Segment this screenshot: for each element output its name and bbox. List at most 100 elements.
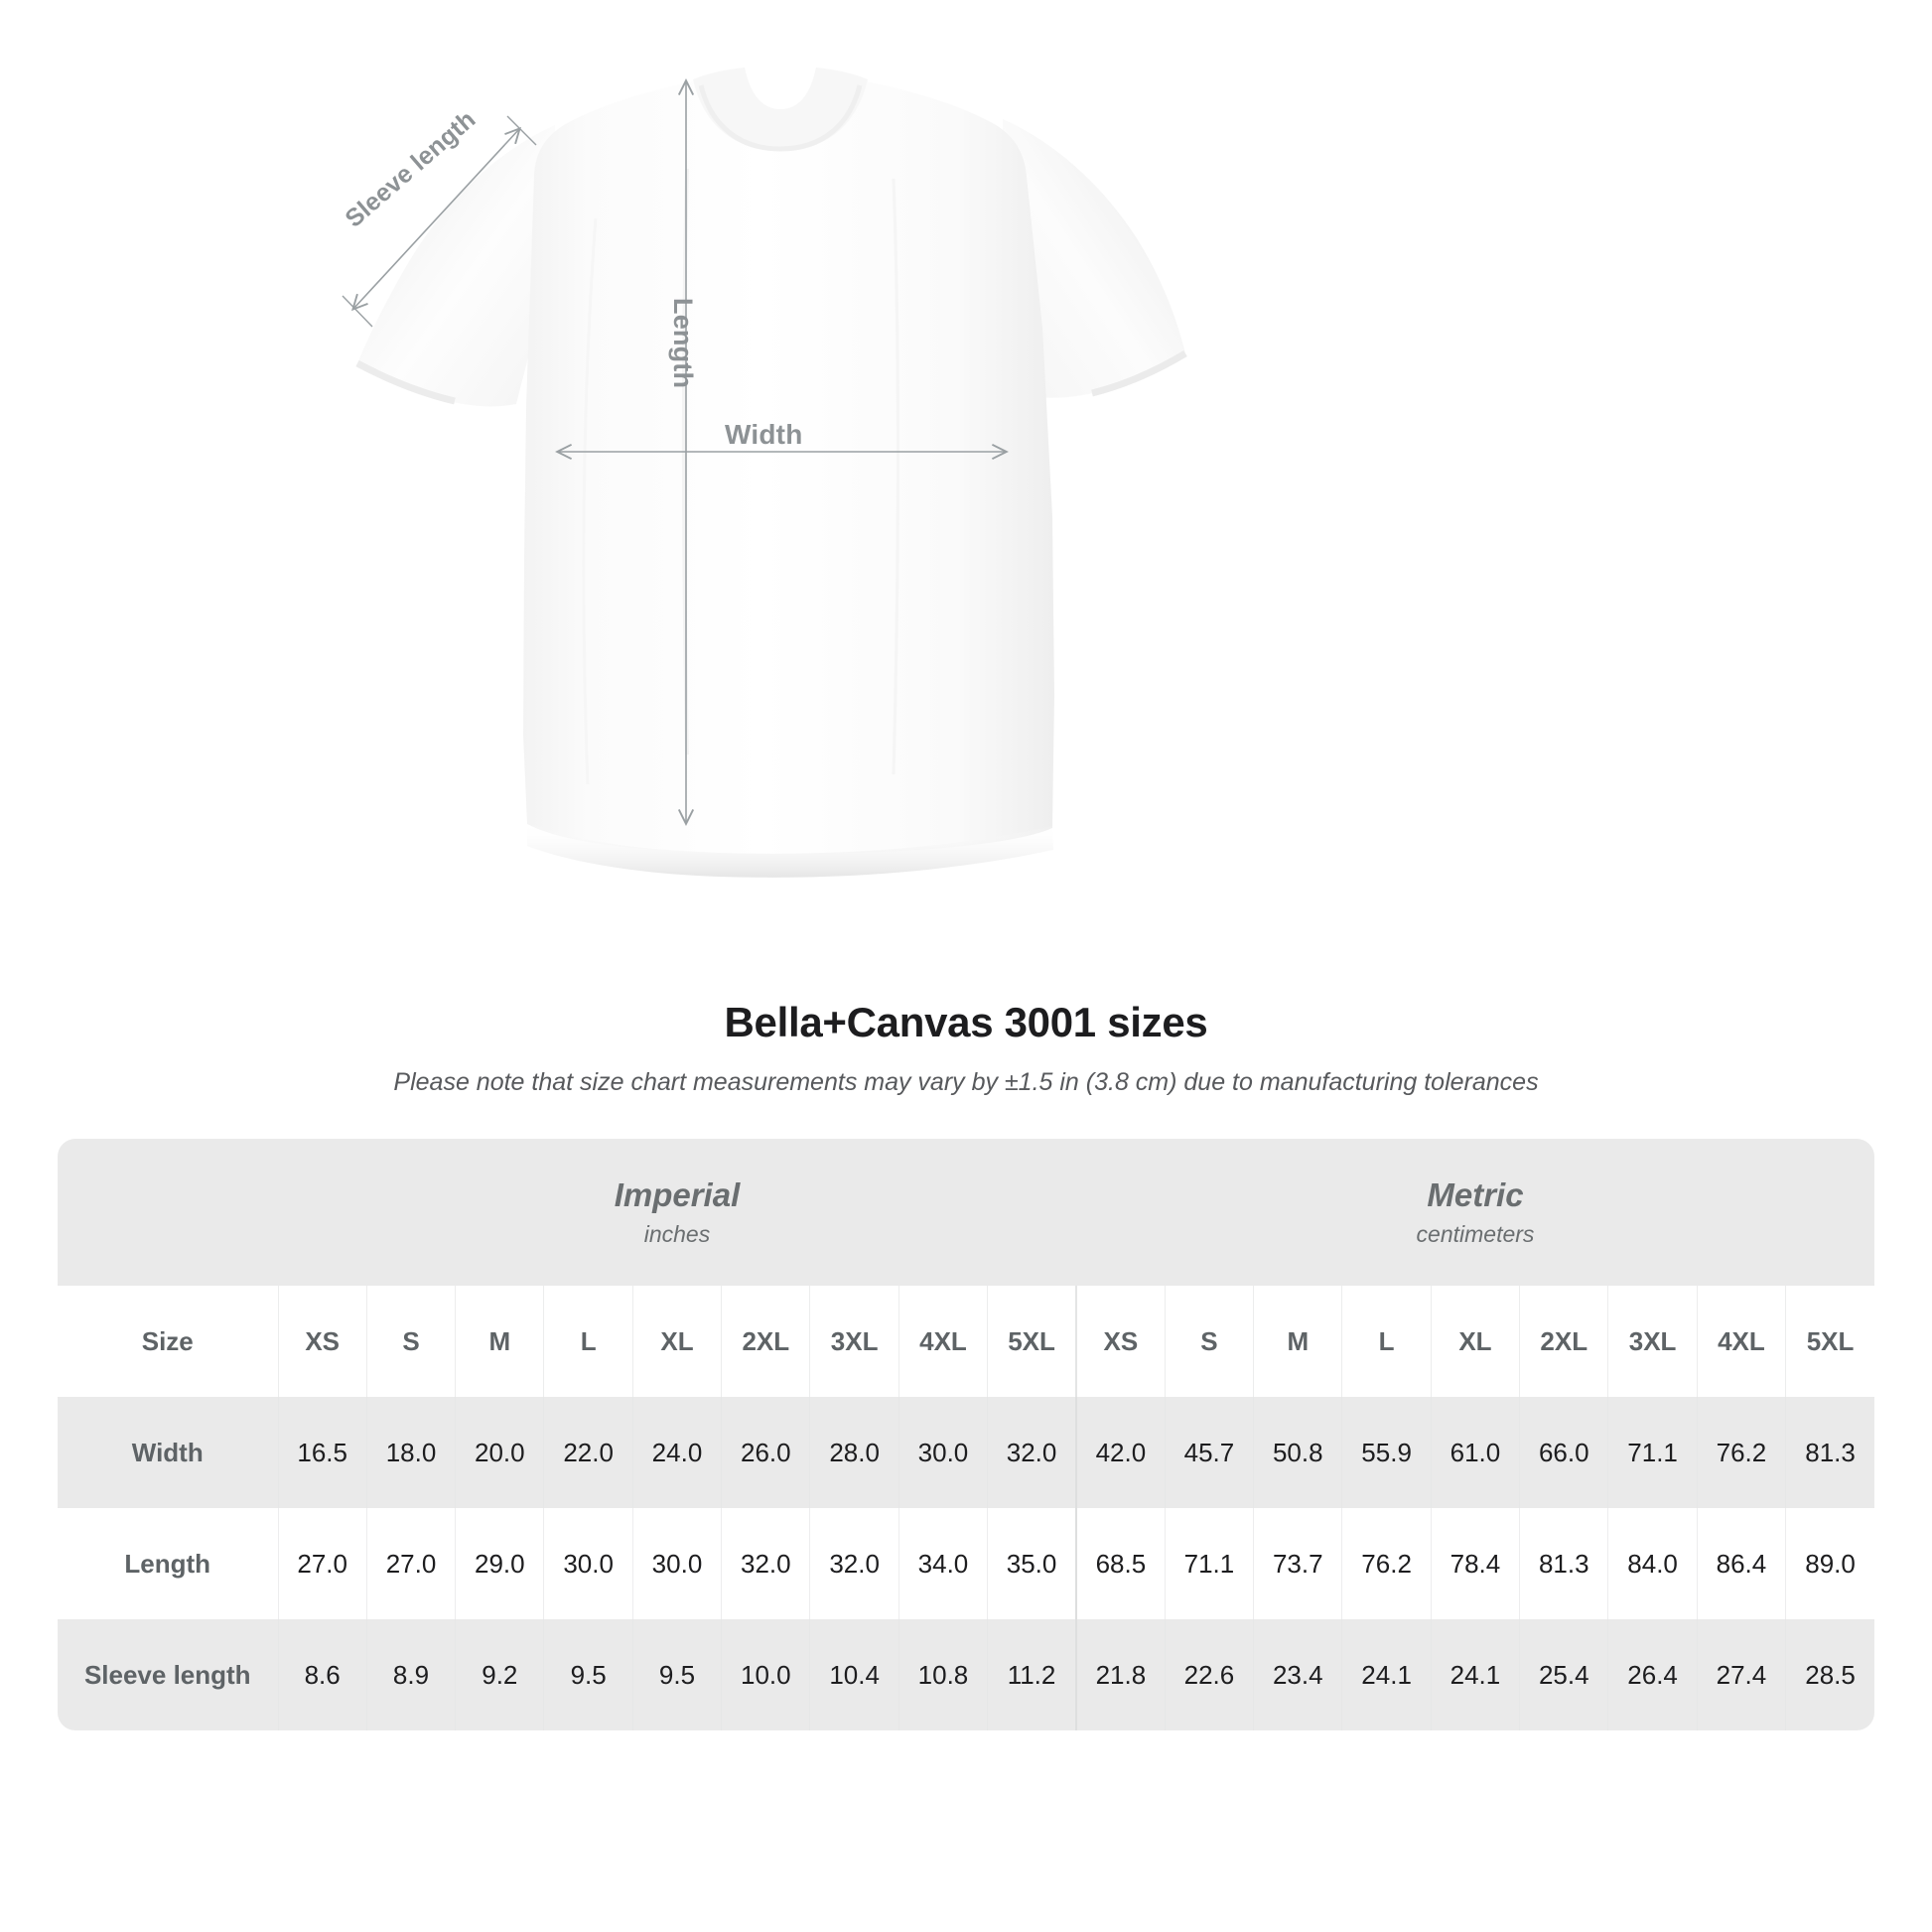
table-row: Length 27.0 27.0 29.0 30.0 30.0 32.0 32.0 34.0 35…	[58, 1508, 1874, 1619]
measurement-cell: 61.0	[1430, 1397, 1520, 1508]
size-row-header: Size	[58, 1286, 278, 1397]
measurement-cell: 76.2	[1696, 1397, 1786, 1508]
measurement-cell: 18.0	[365, 1397, 456, 1508]
measurement-cell: 28.0	[809, 1397, 899, 1508]
sleeve-length-arrow	[351, 126, 521, 312]
measurement-cell: 28.5	[1785, 1619, 1874, 1730]
measurement-cell: 23.4	[1253, 1619, 1342, 1730]
width-label: Width	[725, 419, 803, 450]
size-chart-table-wrapper: Imperial inches Metric centimeters Size XS S M L…	[58, 1139, 1874, 1730]
size-header-cell: 4XL	[1696, 1286, 1786, 1397]
size-header-cell: XS	[1074, 1286, 1166, 1397]
unit-header-metric: Metric centimeters	[1075, 1139, 1874, 1286]
measurement-cell: 30.0	[897, 1397, 988, 1508]
length-label: Length	[668, 298, 698, 389]
unit-subtitle: inches	[643, 1221, 711, 1248]
size-header-cell: XL	[1430, 1286, 1520, 1397]
measurement-cell: 20.0	[455, 1397, 544, 1508]
measurement-cell: 84.0	[1607, 1508, 1698, 1619]
measurement-cell: 16.5	[277, 1397, 367, 1508]
tshirt-diagram: Sleeve length Length Width	[340, 68, 1187, 878]
measurement-cell: 78.4	[1430, 1508, 1520, 1619]
measurement-cell: 22.0	[543, 1397, 633, 1508]
measurement-cell: 30.0	[543, 1508, 633, 1619]
size-header-cell: S	[1164, 1286, 1254, 1397]
measurement-cell: 42.0	[1074, 1397, 1166, 1508]
unit-header-imperial: Imperial inches	[278, 1139, 1076, 1286]
row-header-sleeve-length: Sleeve length	[58, 1619, 278, 1730]
row-header-width: Width	[58, 1397, 278, 1508]
measurement-cell: 29.0	[455, 1508, 544, 1619]
size-header-cell: L	[543, 1286, 633, 1397]
measurement-cell: 10.0	[721, 1619, 810, 1730]
table-row: Width 16.5 18.0 20.0 22.0 24.0 26.0 28.0 30.0 32.…	[58, 1397, 1874, 1508]
measurement-cell: 35.0	[987, 1508, 1076, 1619]
measurement-cell: 45.7	[1164, 1397, 1254, 1508]
size-header-cell: XS	[277, 1286, 367, 1397]
measurement-cell: 24.1	[1430, 1619, 1520, 1730]
measurement-cell: 9.2	[455, 1619, 544, 1730]
measurement-cell: 73.7	[1253, 1508, 1342, 1619]
measurement-cell: 86.4	[1696, 1508, 1786, 1619]
tolerance-note: Please note that size chart measurements…	[393, 1068, 1539, 1096]
measurement-cell: 66.0	[1519, 1397, 1608, 1508]
size-header-cell: 4XL	[897, 1286, 988, 1397]
measurement-cell: 76.2	[1341, 1508, 1432, 1619]
page-title: Bella+Canvas 3001 sizes	[724, 999, 1208, 1045]
unit-subtitle: centimeters	[1416, 1221, 1535, 1248]
unit-header-row: Imperial inches Metric centimeters	[58, 1139, 1874, 1286]
measurement-cell: 27.0	[277, 1508, 367, 1619]
size-header-row: Size XS S M L XL 2XL 3XL 4XL 5XL XS S M L XL 2XL 3XL 4XL 5…	[58, 1286, 1874, 1397]
measurement-cell: 34.0	[897, 1508, 988, 1619]
unit-name: Imperial	[614, 1175, 741, 1213]
measurement-cell: 8.6	[277, 1619, 367, 1730]
measurement-cell: 10.4	[809, 1619, 899, 1730]
measurement-cell: 24.1	[1341, 1619, 1432, 1730]
unit-header-spacer	[58, 1139, 278, 1286]
size-header-cell: 5XL	[1785, 1286, 1874, 1397]
measurement-cell: 81.3	[1785, 1397, 1874, 1508]
size-header-cell: 2XL	[1519, 1286, 1608, 1397]
row-header-length: Length	[58, 1508, 278, 1619]
size-header-cell: 2XL	[721, 1286, 810, 1397]
title-block: Bella+Canvas 3001 sizes Please note that…	[0, 999, 1932, 1097]
table-row: Sleeve length 8.6 8.9 9.2 9.5 9.5 10.0 10.4 10.8…	[58, 1619, 1874, 1730]
garment-shape	[355, 68, 1187, 878]
tshirt-illustration	[342, 68, 1187, 878]
size-header-cell: XL	[631, 1286, 722, 1397]
measurement-cell: 22.6	[1164, 1619, 1254, 1730]
measurement-cell: 71.1	[1164, 1508, 1254, 1619]
measurement-cell: 9.5	[543, 1619, 633, 1730]
size-header-cell: M	[1253, 1286, 1342, 1397]
measurement-cell: 32.0	[987, 1397, 1076, 1508]
size-header-cell: M	[455, 1286, 544, 1397]
measurement-cell: 55.9	[1341, 1397, 1432, 1508]
size-header-cell: 3XL	[809, 1286, 899, 1397]
measurement-cell: 11.2	[987, 1619, 1076, 1730]
measurement-cell: 25.4	[1519, 1619, 1608, 1730]
measurement-cell: 71.1	[1607, 1397, 1698, 1508]
measurement-cell: 10.8	[897, 1619, 988, 1730]
size-header-cell: L	[1341, 1286, 1432, 1397]
size-header-cell: S	[365, 1286, 456, 1397]
measurement-lines	[342, 78, 1009, 826]
size-header-cell: 3XL	[1607, 1286, 1698, 1397]
unit-name: Metric	[1427, 1175, 1524, 1213]
measurement-cell: 27.0	[365, 1508, 456, 1619]
size-header-cell: 5XL	[987, 1286, 1076, 1397]
measurement-cell: 32.0	[721, 1508, 810, 1619]
measurement-cell: 89.0	[1785, 1508, 1874, 1619]
measurement-cell: 24.0	[631, 1397, 722, 1508]
measurement-cell: 21.8	[1074, 1619, 1166, 1730]
measurement-cell: 32.0	[809, 1508, 899, 1619]
measurement-cell: 8.9	[365, 1619, 456, 1730]
measurement-cell: 81.3	[1519, 1508, 1608, 1619]
measurement-cell: 50.8	[1253, 1397, 1342, 1508]
measurement-cell: 30.0	[631, 1508, 722, 1619]
measurement-cell: 68.5	[1074, 1508, 1166, 1619]
size-chart-table: Imperial inches Metric centimeters Size XS S M L…	[58, 1139, 1874, 1730]
measurement-cell: 26.4	[1607, 1619, 1698, 1730]
measurement-cell: 9.5	[631, 1619, 722, 1730]
measurement-cell: 27.4	[1696, 1619, 1786, 1730]
